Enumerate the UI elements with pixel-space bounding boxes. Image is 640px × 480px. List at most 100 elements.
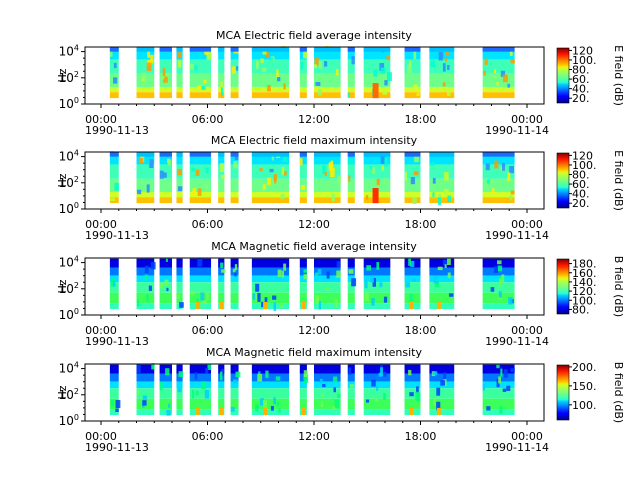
spectrogram-band — [429, 398, 455, 410]
spectrogram-texture — [178, 60, 182, 68]
data-block — [482, 151, 515, 204]
spectrogram-band — [189, 46, 212, 52]
spectrogram-band — [176, 381, 183, 389]
x-date-label: 1990-11-13 — [85, 229, 149, 242]
spectrogram-band — [189, 73, 212, 87]
spectrogram-band — [314, 92, 341, 99]
spectrogram-texture — [207, 363, 212, 371]
spectrogram-band — [230, 92, 239, 99]
spectrogram-texture — [430, 60, 435, 68]
spectrogram-band — [482, 59, 515, 74]
colorbar — [557, 365, 569, 420]
spectrogram-texture — [270, 406, 274, 411]
spectrogram-texture — [303, 374, 309, 384]
spectrogram-texture — [320, 378, 323, 384]
spectrogram-band — [404, 92, 421, 99]
spectrogram-band — [159, 303, 172, 310]
spectrogram-texture — [384, 157, 388, 167]
spectrogram-band — [299, 197, 307, 204]
spectrogram-band — [109, 164, 119, 179]
colorbar-tick-label: 20. — [572, 92, 590, 105]
spectrogram-band — [109, 381, 119, 389]
spectrogram-band — [314, 398, 341, 410]
spectrogram-texture — [379, 282, 383, 288]
spectrogram-band — [314, 364, 341, 374]
spectrogram-band — [314, 388, 341, 399]
y-tick-label: 104 — [59, 255, 79, 270]
spectrogram-texture — [415, 391, 420, 401]
spectrogram-texture — [257, 292, 261, 302]
spectrogram-texture — [234, 155, 239, 160]
spectrogram-band — [251, 282, 290, 293]
spectrogram-band — [109, 152, 119, 165]
spectrogram-texture — [318, 89, 322, 96]
spectrogram-band — [482, 267, 515, 276]
spectrogram-texture — [168, 403, 171, 408]
spectrogram-band — [189, 164, 212, 179]
data-block — [482, 46, 515, 99]
spectrogram-band — [230, 381, 239, 389]
spectrogram-band — [363, 282, 391, 293]
spectrogram-texture — [314, 86, 318, 90]
spectrogram-texture — [314, 56, 319, 66]
spectrogram-texture — [274, 178, 277, 184]
spectrogram-band — [230, 398, 239, 410]
x-tick-label: 18:00 — [405, 324, 437, 337]
spectrogram-band — [159, 178, 172, 192]
spectrogram-band — [314, 303, 341, 310]
y-tick-label: 100 — [59, 201, 79, 216]
data-block — [136, 362, 155, 416]
data-block — [230, 364, 241, 416]
data-block — [251, 151, 290, 204]
spectrogram-texture — [498, 376, 502, 384]
spectrogram-texture — [220, 174, 225, 179]
x-tick-label: 00:00 — [85, 113, 117, 126]
y-tick-label: 102 — [59, 281, 79, 296]
spectrogram-texture — [510, 368, 515, 373]
data-block — [251, 46, 290, 99]
spectrogram-band — [251, 47, 290, 60]
spectrogram-band — [159, 275, 172, 283]
spectrogram-texture — [372, 277, 377, 287]
spectrogram-band — [314, 292, 341, 304]
spectrogram-texture — [336, 270, 341, 278]
colorbar-tick-label: 40. — [572, 83, 590, 96]
spectrogram-texture — [179, 302, 184, 308]
spectrogram-band — [230, 191, 239, 198]
colorbar-label: B field (dB) — [612, 256, 625, 317]
spectrogram-texture — [177, 294, 180, 299]
spectrogram-band — [363, 275, 391, 283]
spectrogram-band — [314, 373, 341, 382]
spectrogram-band — [176, 197, 183, 204]
spectrogram-band — [429, 191, 455, 198]
spectrogram-texture — [257, 373, 263, 382]
spectrogram-band — [176, 152, 183, 165]
spectrogram-texture — [255, 404, 259, 411]
spectrogram-texture — [255, 283, 260, 292]
spectrogram-band — [347, 388, 355, 399]
y-tick-label: 104 — [59, 149, 79, 164]
spectrogram-texture — [110, 278, 114, 287]
spectrogram-texture — [177, 168, 183, 176]
spectrogram-texture — [412, 278, 416, 282]
data-block — [347, 46, 355, 99]
spectrogram-texture — [482, 384, 486, 391]
spectrogram-texture — [500, 70, 506, 77]
spectrogram-texture — [443, 189, 449, 196]
spectrogram-band — [363, 381, 391, 389]
y-axis-label: Hz — [56, 279, 69, 293]
data-block — [429, 257, 455, 310]
data-block — [159, 151, 172, 204]
spectrogram-band — [218, 178, 225, 192]
spectrogram-texture — [267, 85, 271, 92]
spectrogram-band — [429, 92, 455, 99]
spectrogram-texture — [220, 407, 224, 416]
spectrogram-texture — [443, 172, 449, 181]
spectrogram-texture — [413, 50, 417, 60]
spectrogram-texture — [349, 384, 355, 388]
spectrogram-band — [189, 373, 212, 382]
spectrogram-band — [159, 59, 172, 74]
spectrogram-band — [136, 303, 155, 310]
spectrogram-band — [136, 86, 155, 93]
x-tick-label: 00:00 — [85, 430, 117, 443]
